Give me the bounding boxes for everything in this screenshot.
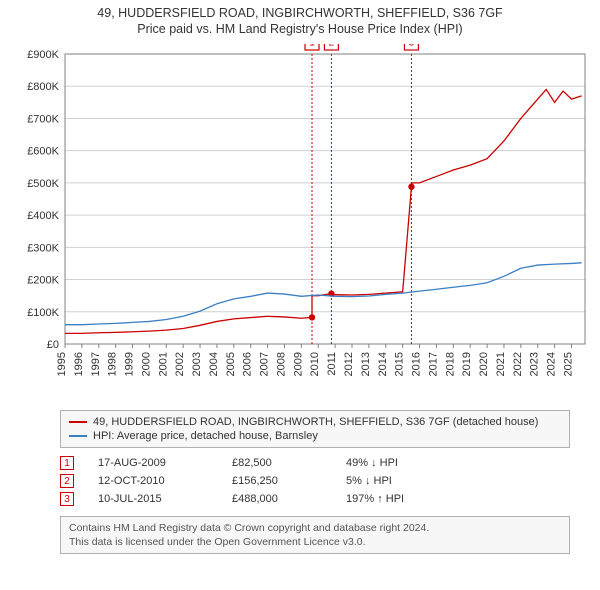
svg-text:2003: 2003 <box>191 352 203 376</box>
svg-text:£800K: £800K <box>27 81 59 93</box>
svg-text:2013: 2013 <box>360 352 372 376</box>
svg-text:2023: 2023 <box>529 352 541 376</box>
svg-text:2020: 2020 <box>478 352 490 376</box>
svg-text:2012: 2012 <box>343 352 355 376</box>
svg-text:2008: 2008 <box>275 352 287 376</box>
legend: 49, HUDDERSFIELD ROAD, INGBIRCHWORTH, SH… <box>60 410 570 448</box>
footer-line2: This data is licensed under the Open Gov… <box>69 535 561 549</box>
svg-text:£100K: £100K <box>27 307 59 319</box>
legend-swatch <box>69 421 87 423</box>
legend-swatch <box>69 435 87 437</box>
svg-text:1996: 1996 <box>73 352 85 376</box>
legend-row: 49, HUDDERSFIELD ROAD, INGBIRCHWORTH, SH… <box>69 415 561 429</box>
chart-area: £0 £100K £200K £300K £400K £500K £600K £700K £80… <box>10 44 590 404</box>
event-marker: 2 <box>60 474 74 488</box>
svg-text:3: 3 <box>409 44 415 49</box>
footer-line1: Contains HM Land Registry data © Crown c… <box>69 521 561 535</box>
svg-text:2000: 2000 <box>140 352 152 376</box>
event-date: 17-AUG-2009 <box>98 457 208 469</box>
svg-text:£700K: £700K <box>27 113 59 125</box>
svg-text:2010: 2010 <box>309 352 321 376</box>
svg-text:1999: 1999 <box>124 352 136 376</box>
svg-text:£200K: £200K <box>27 275 59 287</box>
svg-text:2019: 2019 <box>461 352 473 376</box>
svg-text:2015: 2015 <box>394 352 406 376</box>
svg-text:2009: 2009 <box>292 352 304 376</box>
svg-text:1995: 1995 <box>56 352 68 376</box>
event-date: 12-OCT-2010 <box>98 475 208 487</box>
event-row: 1 17-AUG-2009 £82,500 49% ↓ HPI <box>60 454 570 472</box>
title-block: 49, HUDDERSFIELD ROAD, INGBIRCHWORTH, SH… <box>0 0 600 40</box>
svg-text:2004: 2004 <box>208 352 220 376</box>
svg-text:2018: 2018 <box>444 352 456 376</box>
event-price: £156,250 <box>232 475 322 487</box>
svg-text:2002: 2002 <box>174 352 186 376</box>
svg-text:2017: 2017 <box>427 352 439 376</box>
chart-container: 49, HUDDERSFIELD ROAD, INGBIRCHWORTH, SH… <box>0 0 600 590</box>
svg-text:2005: 2005 <box>225 352 237 376</box>
event-date: 10-JUL-2015 <box>98 493 208 505</box>
svg-text:2024: 2024 <box>546 352 558 376</box>
event-pct: 49% ↓ HPI <box>346 457 446 469</box>
svg-text:£900K: £900K <box>27 49 59 61</box>
svg-text:£400K: £400K <box>27 210 59 222</box>
event-pct: 197% ↑ HPI <box>346 493 446 505</box>
event-price: £488,000 <box>232 493 322 505</box>
svg-text:2022: 2022 <box>512 352 524 376</box>
svg-text:2014: 2014 <box>377 352 389 376</box>
svg-text:2: 2 <box>329 44 335 49</box>
title-subtitle: Price paid vs. HM Land Registry's House … <box>10 22 590 36</box>
title-address: 49, HUDDERSFIELD ROAD, INGBIRCHWORTH, SH… <box>10 6 590 20</box>
svg-text:£0: £0 <box>47 339 59 351</box>
chart-svg: £0 £100K £200K £300K £400K £500K £600K £700K £80… <box>10 44 590 404</box>
event-pct: 5% ↓ HPI <box>346 475 446 487</box>
legend-label: 49, HUDDERSFIELD ROAD, INGBIRCHWORTH, SH… <box>93 416 538 428</box>
footer-note: Contains HM Land Registry data © Crown c… <box>60 516 570 554</box>
event-marker: 3 <box>60 492 74 506</box>
svg-text:2021: 2021 <box>495 352 507 376</box>
legend-label: HPI: Average price, detached house, Barn… <box>93 430 318 442</box>
svg-text:1997: 1997 <box>90 352 102 376</box>
svg-text:1998: 1998 <box>107 352 119 376</box>
svg-text:2011: 2011 <box>326 352 338 376</box>
event-row: 2 12-OCT-2010 £156,250 5% ↓ HPI <box>60 472 570 490</box>
event-row: 3 10-JUL-2015 £488,000 197% ↑ HPI <box>60 490 570 508</box>
legend-row: HPI: Average price, detached house, Barn… <box>69 429 561 443</box>
svg-text:1: 1 <box>309 44 315 49</box>
svg-text:£600K: £600K <box>27 146 59 158</box>
svg-text:2006: 2006 <box>242 352 254 376</box>
svg-text:2007: 2007 <box>259 352 271 376</box>
svg-text:2016: 2016 <box>411 352 423 376</box>
svg-text:£500K: £500K <box>27 178 59 190</box>
svg-text:2025: 2025 <box>562 352 574 376</box>
event-price: £82,500 <box>232 457 322 469</box>
svg-text:2001: 2001 <box>157 352 169 376</box>
svg-text:£300K: £300K <box>27 242 59 254</box>
event-marker: 1 <box>60 456 74 470</box>
events-table: 1 17-AUG-2009 £82,500 49% ↓ HPI 2 12-OCT-2010… <box>60 454 570 508</box>
